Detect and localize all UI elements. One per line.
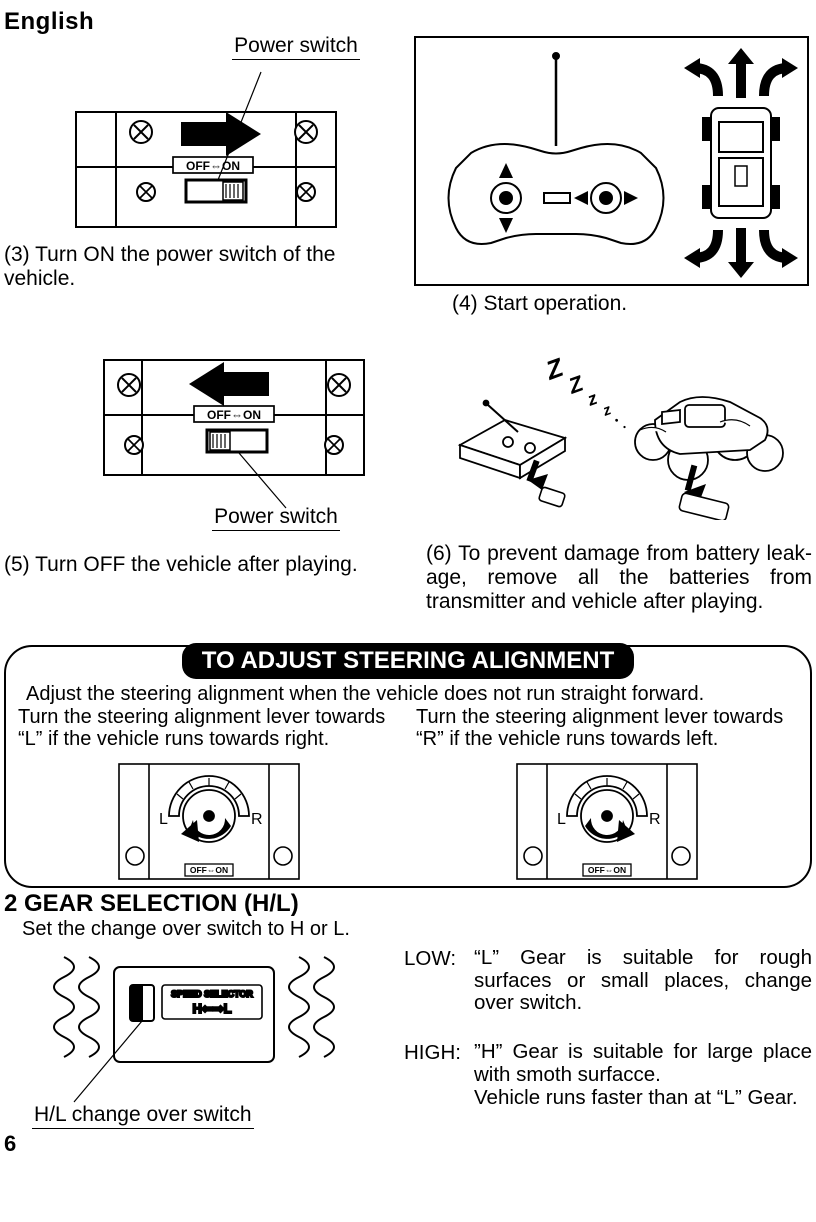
alignment-columns: Turn the steering alignment lever toward…: [16, 706, 800, 886]
svg-text:•: •: [622, 423, 628, 432]
row-steps-3-4: Power switch OFF⇔ON: [4, 36, 812, 316]
gear-high-item: HIGH: ”H” Gear is suitable for large pla…: [404, 1041, 812, 1110]
svg-text:SPEED SELECTOR: SPEED SELECTOR: [171, 989, 253, 999]
power-switch-callout-top: Power switch: [184, 34, 408, 60]
row-steps-5-6: OFF⇔ON Power switch (5) Turn OFF the veh…: [4, 350, 812, 614]
gear-left: SPEED SELECTOR H⇐⇒L H/L change over swit…: [4, 947, 394, 1129]
power-switch-label: Power switch: [232, 34, 360, 60]
figure-remove-batteries: Z Z z z • •: [430, 350, 790, 520]
alignment-right-text: Turn the steering alignment lever toward…: [414, 706, 800, 754]
figure-power-on: OFF⇔ON: [46, 62, 366, 237]
figure-trim-left: L R OFF⇔ON: [89, 756, 329, 886]
svg-text:L: L: [557, 811, 566, 828]
language-title: English: [4, 8, 812, 36]
svg-text:R: R: [649, 811, 661, 828]
svg-text:z: z: [600, 401, 614, 420]
svg-text:OFF⇔ON: OFF⇔ON: [190, 865, 228, 875]
gear-right: LOW: “L” Gear is suitable for rough surf…: [404, 947, 812, 1129]
svg-text:L: L: [159, 811, 168, 828]
alignment-banner: TO ADJUST STEERING ALIGNMENT: [182, 643, 634, 679]
figure-trim-right: L R OFF⇔ON: [487, 756, 727, 886]
svg-text:•: •: [613, 415, 621, 427]
gear-title: 2 GEAR SELECTION (H/L): [4, 890, 812, 918]
step-3-text: (3) Turn ON the power switch of the vehi…: [4, 243, 408, 291]
gear-high-text-2: Vehicle runs faster than at “L” Gear.: [474, 1086, 798, 1109]
gear-high-desc: ”H” Gear is suitable for large place wit…: [474, 1041, 812, 1110]
svg-text:OFF⇔ON: OFF⇔ON: [588, 865, 626, 875]
step-4-col: (4) Start operation.: [408, 36, 812, 316]
alignment-right-col: Turn the steering alignment lever toward…: [414, 706, 800, 886]
gear-low-label: LOW:: [404, 947, 466, 1016]
svg-text:Z: Z: [541, 352, 568, 386]
alignment-left-col: Turn the steering alignment lever toward…: [16, 706, 402, 886]
svg-text:H⇐⇒L: H⇐⇒L: [192, 1001, 231, 1016]
step-6-col: Z Z z z • •: [408, 350, 812, 614]
figure-controller: [414, 36, 809, 286]
svg-text:z: z: [584, 388, 600, 410]
alignment-left-text: Turn the steering alignment lever toward…: [16, 706, 402, 754]
gear-low-item: LOW: “L” Gear is suitable for rough surf…: [404, 947, 812, 1016]
step-6-text: (6) To prevent damage from battery leak-…: [408, 542, 812, 614]
gear-intro: Set the change over switch to H or L.: [22, 918, 812, 941]
figure-gear: SPEED SELECTOR H⇐⇒L: [34, 947, 374, 1107]
gear-row: SPEED SELECTOR H⇐⇒L H/L change over swit…: [4, 947, 812, 1129]
page-number: 6: [4, 1131, 812, 1157]
figure-power-off: OFF⇔ON: [94, 350, 374, 515]
step-5-text: (5) Turn OFF the vehicle after playing.: [4, 553, 408, 577]
steering-alignment-section: TO ADJUST STEERING ALIGNMENT Adjust the …: [4, 645, 812, 888]
step-3-col: Power switch OFF⇔ON: [4, 36, 408, 316]
svg-text:Z: Z: [564, 370, 588, 399]
svg-text:R: R: [251, 811, 263, 828]
svg-text:OFF⇔ON: OFF⇔ON: [207, 408, 261, 422]
step-5-col: OFF⇔ON Power switch (5) Turn OFF the veh…: [4, 350, 408, 614]
gear-low-desc: “L” Gear is suitable for rough surfaces …: [474, 947, 812, 1016]
step-4-text: (4) Start operation.: [452, 292, 812, 316]
gear-high-text-1: ”H” Gear is suitable for large place wit…: [474, 1040, 812, 1086]
gear-high-label: HIGH:: [404, 1041, 466, 1110]
svg-text:OFF⇔ON: OFF⇔ON: [186, 159, 240, 173]
alignment-intro: Adjust the steering alignment when the v…: [26, 683, 794, 706]
